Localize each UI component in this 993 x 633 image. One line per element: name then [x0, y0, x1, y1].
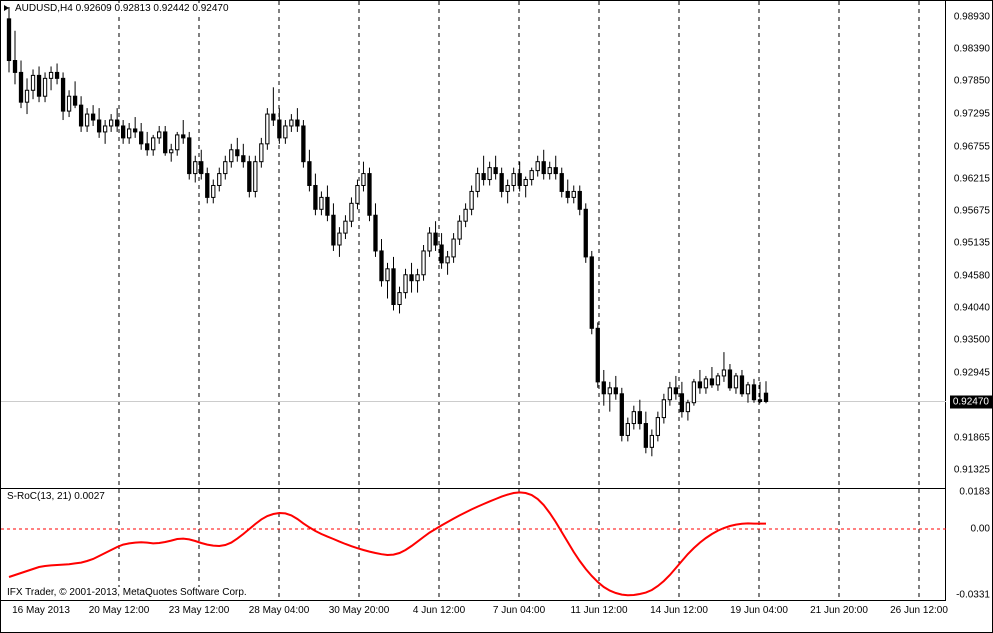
x-tick-label: 4 Jun 12:00	[413, 605, 465, 616]
y-tick-label: 0.97295	[954, 109, 990, 120]
y-tick-label: 0.93500	[954, 335, 990, 346]
x-tick-label: 14 Jun 12:00	[650, 605, 708, 616]
current-price-tag: 0.92470	[950, 395, 992, 408]
y-tick-label: 0.94580	[954, 270, 990, 281]
indicator-svg	[1, 489, 946, 601]
candlestick-svg	[1, 1, 946, 489]
y-tick-label: 0.97850	[954, 76, 990, 87]
indicator-y-tick: -0.0331	[956, 590, 990, 601]
indicator-y-axis: 0.0183 0.00 -0.0331	[946, 489, 992, 601]
y-tick-label: 0.96215	[954, 173, 990, 184]
x-tick-label: 19 Jun 04:00	[730, 605, 788, 616]
x-tick-label: 21 Jun 20:00	[810, 605, 868, 616]
indicator-y-tick: 0.00	[971, 524, 990, 535]
x-tick-label: 11 Jun 12:00	[570, 605, 627, 616]
chart-container: AUDUSD,H4 0.92609 0.92813 0.92442 0.9247…	[0, 0, 993, 633]
y-tick-label: 0.96755	[954, 141, 990, 152]
indicator-y-tick: 0.0183	[959, 487, 990, 498]
x-tick-label: 20 May 12:00	[89, 605, 150, 616]
copyright-text: IFX Trader, © 2001-2013, MetaQuotes Soft…	[7, 587, 247, 598]
y-tick-label: 0.98390	[954, 44, 990, 55]
indicator-panel[interactable]: S-RoC(13, 21) 0.0027 IFX Trader, © 2001-…	[1, 489, 946, 601]
price-chart-panel[interactable]: AUDUSD,H4 0.92609 0.92813 0.92442 0.9247…	[1, 1, 946, 489]
y-tick-label: 0.91865	[954, 432, 990, 443]
time-x-axis: 16 May 2013 20 May 12:00 23 May 12:00 28 Ma…	[1, 601, 946, 632]
y-tick-label: 0.91325	[954, 464, 990, 475]
y-tick-label: 0.98930	[954, 12, 990, 23]
chart-title: AUDUSD,H4 0.92609 0.92813 0.92442 0.9247…	[15, 3, 229, 14]
y-tick-label: 0.95135	[954, 237, 990, 248]
y-tick-label: 0.95675	[954, 205, 990, 216]
x-tick-label: 7 Jun 04:00	[493, 605, 545, 616]
x-tick-label: 26 Jun 12:00	[890, 605, 948, 616]
indicator-title: S-RoC(13, 21) 0.0027	[7, 491, 105, 502]
y-tick-label: 0.94040	[954, 303, 990, 314]
expand-arrow-icon[interactable]	[4, 5, 9, 11]
x-tick-label: 28 May 04:00	[249, 605, 310, 616]
price-y-axis: 0.98930 0.98390 0.97850 0.97295 0.96755 0.962…	[946, 1, 992, 489]
x-tick-label: 23 May 12:00	[169, 605, 230, 616]
x-tick-label: 30 May 20:00	[329, 605, 390, 616]
x-tick-label: 16 May 2013	[12, 605, 70, 616]
y-tick-label: 0.92945	[954, 368, 990, 379]
